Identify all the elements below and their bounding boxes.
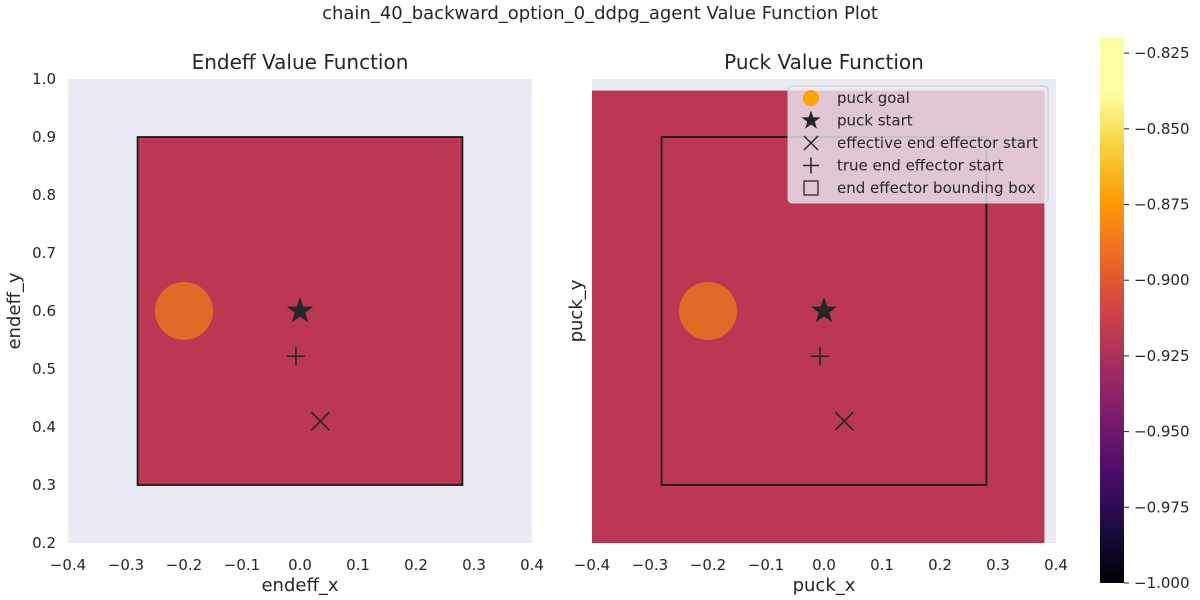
x-tick-label: 0.3 <box>986 556 1010 574</box>
puck-effective-start-marker <box>834 411 854 431</box>
colorbar-tick-label: −0.850 <box>1134 120 1190 138</box>
y-tick-label: 0.4 <box>32 418 56 436</box>
legend-true-start-marker <box>803 157 819 174</box>
x-tick-label: −0.3 <box>108 556 144 574</box>
x-tick-label: −0.1 <box>748 556 784 574</box>
colorbar-tick-label: −0.950 <box>1134 423 1190 441</box>
endeff-plot-title: Endeff Value Function <box>192 50 409 74</box>
y-tick-label: 0.7 <box>32 244 56 262</box>
legend: puck goal puck start effective end effec… <box>787 85 1049 204</box>
puck-true-start-marker <box>810 347 829 366</box>
x-tick-label: 0.1 <box>346 556 370 574</box>
x-tick-label: 0.4 <box>520 556 544 574</box>
puck-x-axis-label: puck_x <box>793 575 856 596</box>
x-tick-label: 0.2 <box>928 556 952 574</box>
endeff-effective-start-marker <box>310 411 330 431</box>
puck-plot-title: Puck Value Function <box>724 50 924 74</box>
legend-label-puck-goal: puck goal <box>837 89 910 107</box>
colorbar-tick-label: −0.925 <box>1134 347 1190 365</box>
colorbar-ticks: −0.825 −0.850 −0.875 −0.900 −0.925 −0.950 −0.9… <box>1124 44 1190 592</box>
x-tick-label: −0.1 <box>224 556 260 574</box>
x-tick-label: 0.1 <box>870 556 894 574</box>
legend-effective-start-marker <box>803 135 819 151</box>
x-tick-label: −0.4 <box>50 556 86 574</box>
y-tick-label: 0.3 <box>32 476 56 494</box>
legend-bounding-box-marker <box>803 180 819 196</box>
puck-puck-goal-marker <box>679 282 737 340</box>
legend-puck-goal-marker <box>803 90 819 106</box>
legend-frame <box>787 85 1049 204</box>
puck-y-axis-label: puck_y <box>566 279 587 342</box>
endeff-x-ticks: −0.4 −0.3 −0.2 −0.1 0.0 0.1 0.2 0.3 0.4 <box>50 556 544 574</box>
endeff-y-axis-label: endeff_y <box>4 272 25 349</box>
endeff-value-plot: −0.4 −0.3 −0.2 −0.1 0.0 0.1 0.2 0.3 0.4 0.20.30.… <box>4 50 544 596</box>
x-tick-label: 0.0 <box>812 556 836 574</box>
colorbar-gradient <box>1100 38 1124 583</box>
puck-x-ticks: −0.4 −0.3 −0.2 −0.1 0.0 0.1 0.2 0.3 0.4 <box>574 556 1068 574</box>
endeff-x-axis-label: endeff_x <box>261 575 338 596</box>
legend-label-effective-start: effective end effector start <box>837 134 1038 152</box>
y-tick-label: 0.2 <box>32 534 56 552</box>
y-tick-label: 0.5 <box>32 360 56 378</box>
y-tick-label: 0.8 <box>32 186 56 204</box>
legend-label-true-start: true end effector start <box>837 157 1004 175</box>
x-tick-label: −0.2 <box>166 556 202 574</box>
endeff-y-ticks: 0.2 0.3 0.4 0.5 0.6 0.7 0.8 0.9 1.0 <box>32 70 56 552</box>
puck-value-plot: −0.4 −0.3 −0.2 −0.1 0.0 0.1 0.2 0.3 0.4 Puck Val… <box>566 50 1068 596</box>
x-tick-label: 0.0 <box>288 556 312 574</box>
colorbar-tick-label: −0.975 <box>1134 498 1190 516</box>
colorbar-tick-label: −1.000 <box>1134 574 1190 592</box>
endeff-true-start-marker <box>286 347 305 366</box>
legend-label-bounding-box: end effector bounding box <box>837 179 1035 197</box>
endeff-puck-start-marker <box>286 297 314 323</box>
colorbar-tick-label: −0.825 <box>1134 44 1190 62</box>
legend-puck-start-marker <box>801 110 821 129</box>
endeff-bounding-box <box>136 136 464 486</box>
y-tick-label: 1.0 <box>32 70 56 88</box>
colorbar-tick-label: −0.900 <box>1134 271 1190 289</box>
colorbar-tick-label: −0.875 <box>1134 196 1190 214</box>
x-tick-label: −0.2 <box>690 556 726 574</box>
x-tick-label: 0.3 <box>462 556 486 574</box>
x-tick-label: 0.2 <box>404 556 428 574</box>
puck-puck-start-marker <box>810 297 838 323</box>
x-tick-label: −0.4 <box>574 556 610 574</box>
x-tick-label: 0.4 <box>1044 556 1068 574</box>
endeff-puck-goal-marker <box>155 282 213 340</box>
figure-title: chain_40_backward_option_0_ddpg_agent Va… <box>322 3 878 24</box>
colorbar: −0.825 −0.850 −0.875 −0.900 −0.925 −0.950 −0.9… <box>1100 38 1190 592</box>
y-tick-label: 0.6 <box>32 302 56 320</box>
y-tick-label: 0.9 <box>32 128 56 146</box>
x-tick-label: −0.3 <box>632 556 668 574</box>
legend-label-puck-start: puck start <box>837 112 913 130</box>
